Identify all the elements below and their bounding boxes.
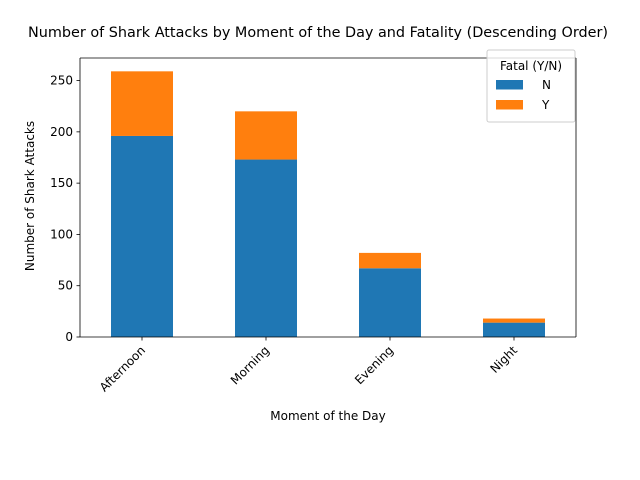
x-tick-label: Night	[487, 343, 520, 376]
x-tick-label: Evening	[352, 343, 396, 387]
chart-title: Number of Shark Attacks by Moment of the…	[28, 25, 608, 41]
y-tick-label: 0	[65, 330, 73, 344]
bar-evening-n	[359, 268, 421, 337]
y-tick-label: 200	[50, 125, 73, 139]
legend-label-y: Y	[541, 98, 550, 112]
bar-night-n	[483, 322, 545, 337]
legend-title: Fatal (Y/N)	[500, 59, 562, 73]
y-tick-label: 150	[50, 176, 73, 190]
bars-layer	[111, 71, 545, 337]
x-axis-label: Moment of the Day	[270, 409, 385, 423]
legend-swatch-y	[496, 100, 523, 110]
bar-afternoon-n	[111, 135, 173, 337]
y-tick-label: 50	[58, 279, 73, 293]
x-tick-label: Afternoon	[97, 343, 148, 394]
y-tick-label: 100	[50, 227, 73, 241]
y-axis-label: Number of Shark Attacks	[23, 121, 37, 271]
legend: Fatal (Y/N) NY	[486, 49, 576, 123]
x-tick-label: Morning	[228, 343, 272, 387]
y-tick-label: 250	[50, 74, 73, 88]
bar-night-y	[483, 318, 545, 323]
legend-swatch-n	[496, 80, 523, 90]
bar-morning-n	[235, 159, 297, 337]
bar-afternoon-y	[111, 71, 173, 136]
bar-evening-y	[359, 252, 421, 269]
bar-morning-y	[235, 111, 297, 160]
legend-label-n: N	[542, 78, 551, 92]
